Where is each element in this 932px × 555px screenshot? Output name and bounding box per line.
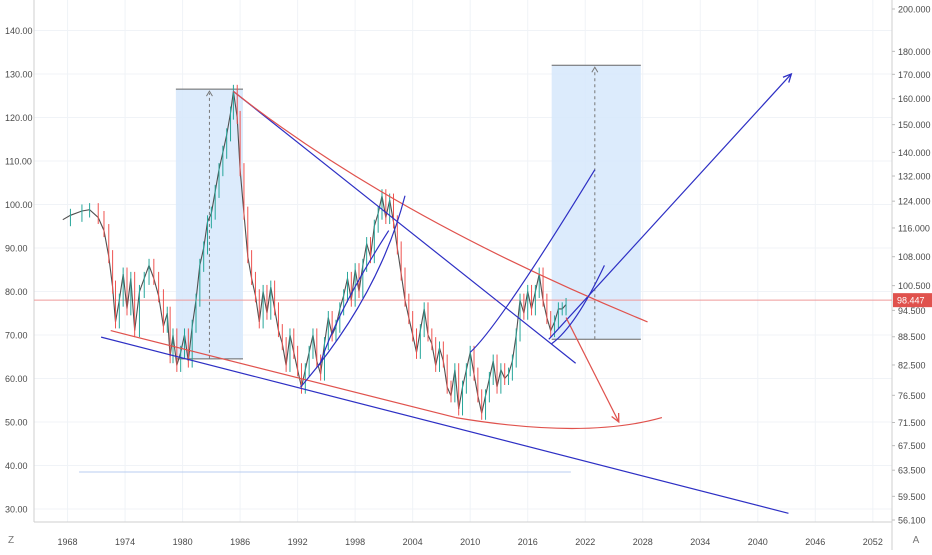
x-tick-label: 2028	[633, 537, 653, 547]
left-y-tick-label: 50.00	[5, 417, 28, 427]
scale-toggle-button[interactable]: Z	[7, 534, 15, 546]
x-tick-label: 2022	[575, 537, 595, 547]
x-tick-label: 2040	[748, 537, 768, 547]
arc-curve	[551, 265, 605, 345]
right-y-tick-label: 56.100	[898, 516, 926, 526]
right-y-tick-label: 116.000	[898, 223, 930, 233]
left-y-tick-label: 60.00	[5, 374, 28, 384]
arc-curve	[300, 195, 406, 388]
right-y-tick-label: 160.000	[898, 94, 931, 104]
left-y-tick-label: 90.00	[5, 243, 28, 253]
right-y-tick-label: 76.500	[898, 391, 926, 401]
right-y-tick-label: 59.500	[898, 492, 926, 502]
right-y-tick-label: 124.000	[898, 197, 931, 207]
x-tick-label: 1974	[115, 537, 135, 547]
right-y-tick-label: 180.000	[898, 47, 931, 57]
right-y-tick-label: 100.500	[898, 281, 931, 291]
x-tick-label: 1968	[58, 537, 78, 547]
arc-curve	[455, 417, 663, 430]
projection-arrow-head	[591, 66, 599, 73]
x-tick-label: 1986	[230, 537, 250, 547]
right-y-tick-label: 67.500	[898, 441, 926, 451]
right-y-tick-label: 200.000	[898, 5, 931, 15]
right-y-tick-label: 170.000	[898, 70, 931, 80]
left-y-tick-label: 130.00	[5, 69, 33, 79]
trend-line	[233, 90, 577, 364]
projection-box	[551, 65, 641, 340]
left-y-tick-label: 70.00	[5, 330, 28, 340]
left-y-tick-label: 80.00	[5, 287, 28, 297]
x-tick-label: 2034	[690, 537, 710, 547]
arc-curve	[469, 169, 596, 353]
arc-curve	[233, 90, 648, 323]
trend-line	[565, 317, 620, 423]
right-y-tick-label: 108.000	[898, 252, 931, 262]
trend-line	[100, 336, 789, 514]
x-tick-label: 2052	[863, 537, 883, 547]
right-y-tick-label: 88.500	[898, 332, 926, 342]
trend-line	[110, 330, 456, 419]
last-price-label: 98.447	[897, 296, 925, 306]
x-tick-label: 2004	[403, 537, 423, 547]
projection-arrow-head	[206, 90, 213, 97]
left-y-tick-label: 110.00	[5, 156, 32, 166]
right-y-tick-label: 63.500	[898, 466, 926, 476]
left-y-tick-label: 100.00	[5, 200, 33, 210]
right-y-tick-label: 71.500	[898, 418, 926, 428]
right-y-tick-label: 82.500	[898, 360, 926, 370]
left-y-tick-label: 40.00	[5, 461, 28, 471]
x-tick-label: 2016	[518, 537, 538, 547]
arc-curve	[319, 230, 390, 366]
x-tick-label: 1992	[288, 537, 308, 547]
right-y-tick-label: 132.000	[898, 172, 931, 182]
right-y-tick-label: 140.000	[898, 148, 931, 158]
bearish-arrow-head	[611, 412, 620, 424]
left-y-tick-label: 120.00	[5, 113, 33, 123]
right-y-tick-label: 94.500	[898, 306, 926, 316]
auto-scale-button[interactable]: A	[912, 534, 920, 546]
last-price-badge	[893, 293, 932, 308]
x-tick-label: 1998	[345, 537, 365, 547]
left-y-tick-label: 30.00	[5, 504, 28, 514]
right-y-tick-label: 150.000	[898, 120, 931, 130]
x-tick-label: 1980	[173, 537, 193, 547]
x-tick-label: 2010	[460, 537, 480, 547]
left-y-tick-label: 140.00	[5, 26, 33, 36]
bullish-arrow-head	[782, 72, 793, 83]
x-tick-label: 2046	[805, 537, 825, 547]
